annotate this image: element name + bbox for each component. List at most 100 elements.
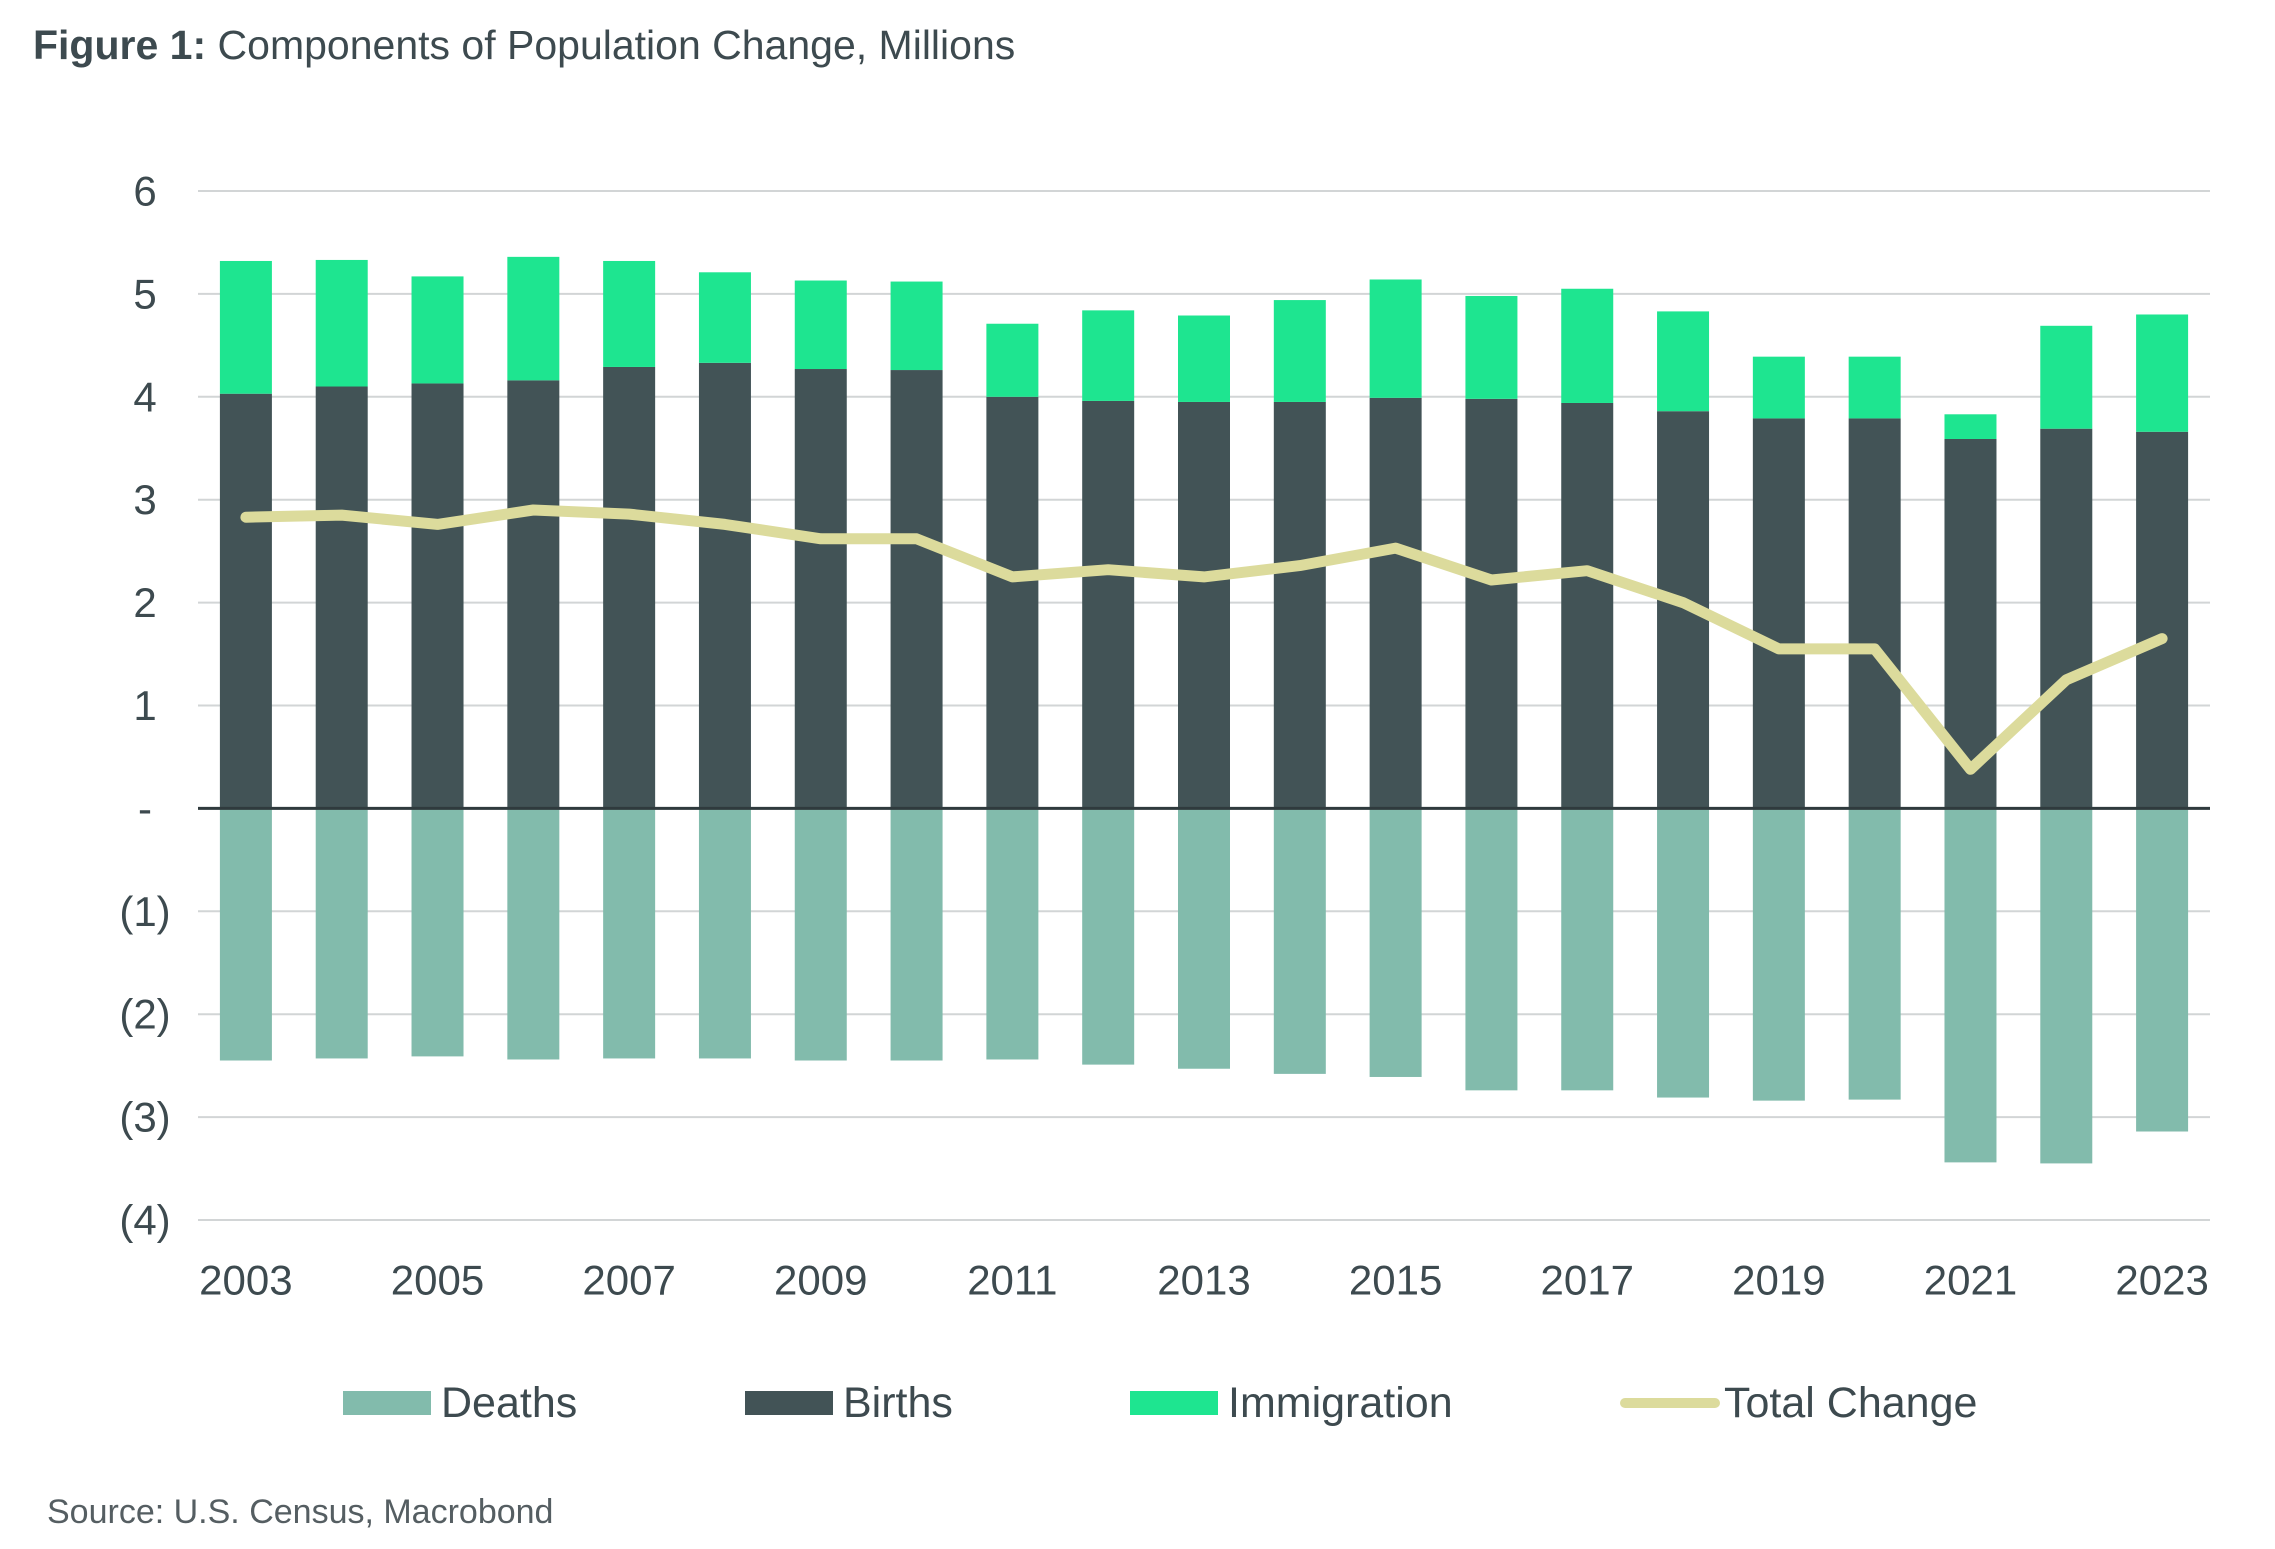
y-tick-label: (3) [119,1094,170,1141]
figure-title: Figure 1: Components of Population Chang… [33,22,1015,69]
y-axis-ticks: 6 5 4 3 2 1 - (1) (2) (3) (4) [119,168,170,1244]
y-tick-label: 6 [133,168,156,215]
bar-deaths [1082,808,1135,1065]
bar-births [890,370,943,809]
figure-label: Figure 1: [33,22,207,68]
legend-label-births: Births [843,1378,953,1427]
bar-births [1273,401,1326,809]
x-tick-label: 2011 [967,1257,1057,1304]
legend-label-total-change: Total Change [1724,1378,1978,1427]
bar-deaths [1657,808,1710,1098]
bars [219,256,2189,1164]
bar-immigration [219,260,272,394]
bar-deaths [1561,808,1614,1091]
legend-swatch-births [745,1391,833,1415]
bar-births [1561,402,1614,809]
legend-item-immigration: Immigration [1130,1368,1453,1438]
bar-immigration [411,276,464,384]
bar-immigration [2136,314,2189,432]
bar-immigration [890,281,943,371]
x-tick-label: 2019 [1732,1257,1825,1304]
bar-immigration [1178,315,1230,402]
x-tick-label: 2015 [1349,1257,1442,1304]
bar-immigration [1657,311,1710,412]
bar-deaths [219,808,272,1061]
bar-births [2136,431,2189,809]
bar-deaths [1752,808,1805,1101]
bar-deaths [507,808,560,1060]
y-tick-label: - [138,785,152,832]
x-tick-label: 2003 [199,1257,292,1304]
bar-births [2040,428,2093,809]
legend: Deaths Births Immigration Total Change [0,1368,2275,1438]
bar-immigration [1273,300,1326,402]
x-tick-label: 2013 [1157,1257,1250,1304]
bar-births [1848,418,1901,809]
bar-deaths [986,808,1039,1060]
bar-deaths [1178,808,1230,1069]
bar-births [1752,418,1805,809]
legend-swatch-immigration [1130,1391,1218,1415]
bar-immigration [1465,295,1518,399]
x-tick-label: 2017 [1541,1257,1634,1304]
bar-immigration [1944,414,1997,439]
bar-births [698,362,751,809]
bar-deaths [603,808,656,1059]
x-tick-label: 2005 [391,1257,484,1304]
x-tick-label: 2023 [2115,1257,2208,1304]
x-tick-label: 2007 [582,1257,675,1304]
bar-immigration [1752,356,1805,419]
x-axis-ticks: 2003 2005 2007 2009 2011 2013 2015 2017 2019 2021… [199,1257,2209,1304]
bar-immigration [2040,325,2093,429]
bar-births [1465,398,1518,809]
legend-item-total-change: Total Change [1620,1368,1977,1438]
bar-deaths [890,808,943,1061]
y-tick-label: 3 [133,476,156,523]
bar-births [315,386,368,809]
bar-deaths [794,808,847,1061]
bar-deaths [1369,808,1422,1077]
bar-deaths [1848,808,1901,1100]
legend-label-deaths: Deaths [441,1378,578,1427]
bar-deaths [1273,808,1326,1074]
total-change-line [240,504,2168,775]
x-tick-label: 2021 [1924,1257,2017,1304]
bar-deaths [1465,808,1518,1091]
bar-deaths [2040,808,2093,1164]
y-tick-label: 1 [133,682,156,729]
y-tick-label: 2 [133,579,156,626]
bar-births [1369,397,1422,809]
bar-deaths [2136,808,2189,1132]
source-note: Source: U.S. Census, Macrobond [47,1493,554,1531]
figure-title-text: Components of Population Change, Million… [217,22,1016,68]
bar-births [1082,400,1135,809]
y-tick-label: 5 [133,270,156,317]
bar-births [507,380,560,809]
total-change-line-group [240,504,2168,775]
legend-item-deaths: Deaths [343,1368,577,1438]
bar-deaths [1944,808,1997,1163]
y-tick-label: 4 [133,373,156,420]
bar-immigration [1082,310,1135,401]
bar-births [794,369,847,809]
y-tick-label: (4) [119,1197,170,1244]
bar-births [219,393,272,809]
bar-immigration [698,272,751,363]
bar-births [411,383,464,809]
y-tick-label: (1) [119,888,170,935]
bar-immigration [986,323,1039,397]
bar-deaths [315,808,368,1059]
bar-births [986,396,1039,809]
bar-deaths [698,808,751,1059]
legend-item-births: Births [745,1368,953,1438]
bar-immigration [794,280,847,370]
bar-immigration [603,260,656,367]
bar-immigration [507,256,560,381]
bar-immigration [315,259,368,387]
bar-births [603,366,656,809]
bar-immigration [1561,288,1614,403]
bar-immigration [1848,356,1901,419]
legend-label-immigration: Immigration [1228,1378,1453,1427]
bar-immigration [1369,279,1422,398]
